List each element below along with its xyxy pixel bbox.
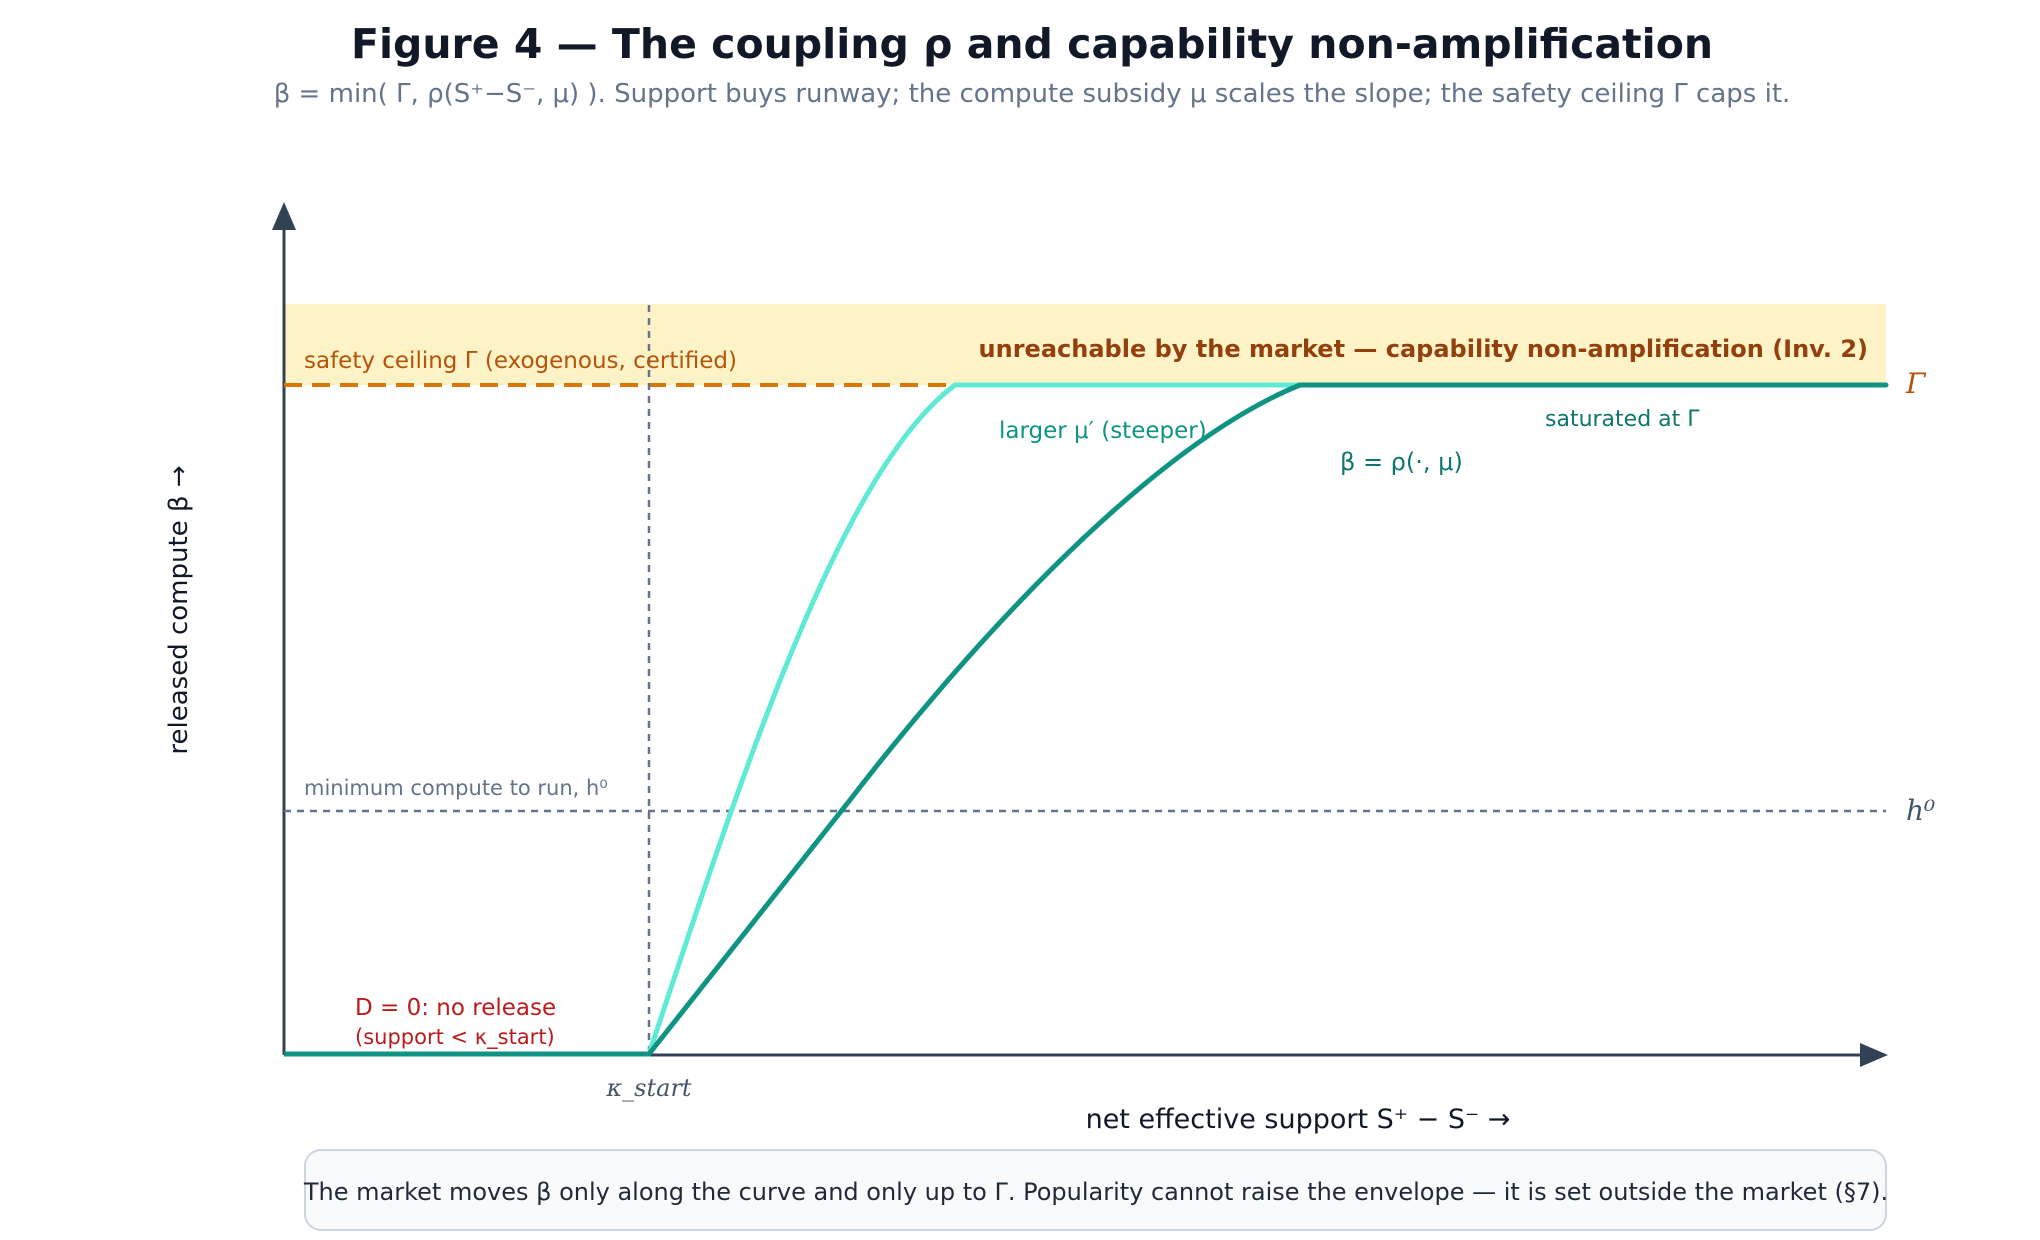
y-axis-arrow-icon (272, 202, 296, 230)
steeper-curve (646, 382, 1303, 1057)
x-axis-arrow-icon (1860, 1043, 1888, 1067)
ceiling-symbol: Γ (1905, 367, 1927, 400)
saturated-label: saturated at Γ (1545, 407, 1700, 432)
base-curve-label: β = ρ(·, μ) (1340, 448, 1463, 476)
ceiling-band (284, 304, 1886, 385)
kappa-start-label: κ_start (605, 1074, 691, 1102)
minimum-label: minimum compute to run, h⁰ (304, 776, 608, 800)
footnote-text: The market moves β only along the curve … (303, 1178, 1888, 1206)
no-release-sublabel: (support < κ_start) (355, 1025, 555, 1050)
figure-title: Figure 4 — The coupling ρ and capability… (351, 20, 1713, 68)
ceiling-label: safety ceiling Γ (exogenous, certified) (304, 348, 737, 374)
unreachable-label: unreachable by the market — capability n… (979, 335, 1868, 363)
steeper-curve-label: larger μ′ (steeper) (999, 418, 1207, 444)
minimum-symbol: h⁰ (1906, 794, 1935, 827)
no-release-label: D = 0: no release (355, 995, 556, 1021)
y-axis-label: released compute β → (164, 465, 194, 754)
footnote-box (304, 1149, 1887, 1231)
figure-subtitle: β = min( Γ, ρ(S⁺−S⁻, μ) ). Support buys … (274, 79, 1791, 109)
base-curve (646, 382, 1889, 1057)
x-axis-label: net effective support S⁺ − S⁻ → (1086, 1104, 1511, 1135)
